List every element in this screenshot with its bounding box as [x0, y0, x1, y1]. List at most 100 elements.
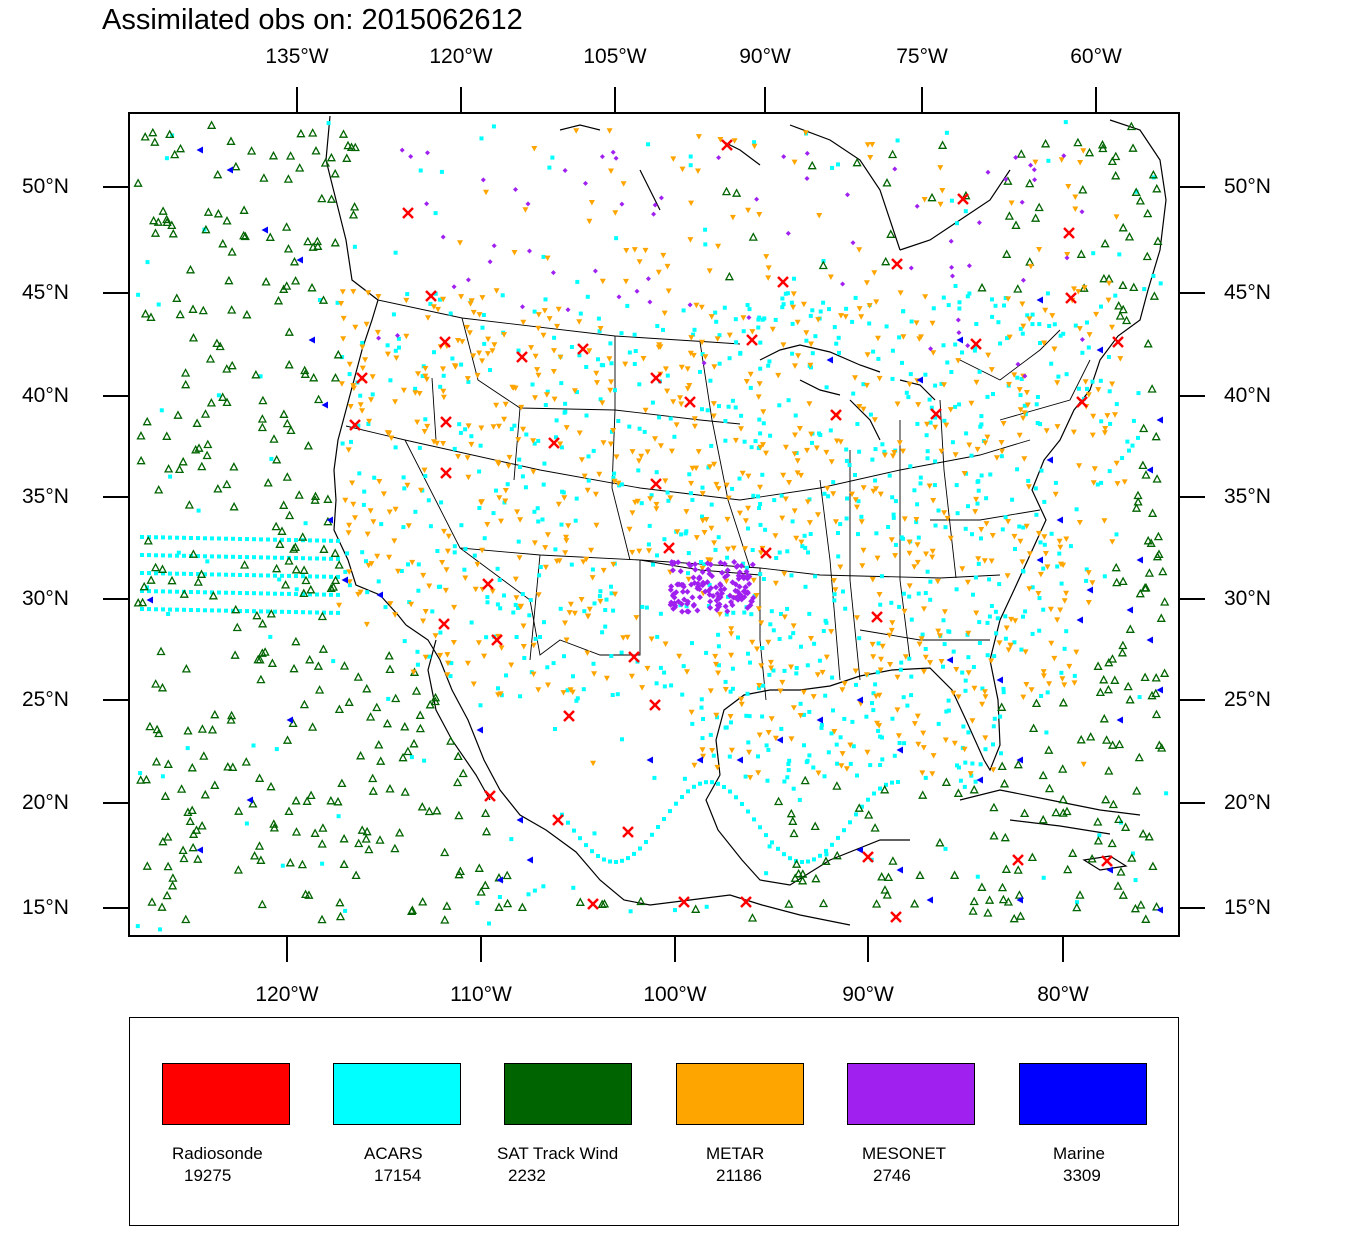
sat-track-wind-marker: [323, 494, 333, 503]
acars-marker: [761, 683, 766, 688]
metar-marker: [495, 633, 502, 640]
sat-track-wind-marker: [989, 802, 999, 812]
acars-marker: [875, 670, 880, 675]
acars-marker: [452, 550, 457, 555]
acars-marker: [813, 334, 818, 339]
metar-marker: [369, 374, 376, 380]
sat-track-wind-marker: [1148, 861, 1158, 871]
acars-marker: [722, 785, 726, 789]
metar-marker: [421, 467, 428, 474]
sat-track-wind-marker: [1102, 735, 1112, 744]
sat-track-wind-marker: [199, 751, 209, 760]
acars-marker: [669, 683, 674, 688]
metar-marker: [757, 484, 763, 491]
acars-marker: [627, 350, 632, 355]
sat-track-wind-marker: [227, 247, 237, 256]
acars-marker: [458, 430, 463, 435]
mesonet-marker: [692, 566, 699, 573]
metar-marker: [339, 289, 346, 295]
metar-marker: [1044, 564, 1051, 570]
sat-track-wind-marker: [248, 799, 258, 808]
metar-marker: [745, 473, 752, 480]
metar-marker: [839, 687, 846, 693]
metar-marker: [583, 556, 590, 563]
sat-track-wind-marker: [291, 795, 301, 805]
acars-marker: [655, 553, 659, 558]
mesonet-marker: [1032, 177, 1038, 183]
metar-marker: [852, 668, 859, 674]
metar-marker: [445, 660, 451, 667]
acars-marker: [901, 695, 906, 700]
acars-marker: [1041, 566, 1046, 571]
metar-marker: [858, 519, 865, 525]
acars-marker: [717, 333, 722, 338]
acars-marker: [514, 635, 519, 639]
acars-marker: [739, 413, 744, 418]
mesonet-marker: [701, 360, 707, 366]
radiosonde-marker: [760, 547, 772, 559]
acars-marker: [1151, 274, 1156, 278]
metar-marker: [1048, 640, 1055, 647]
acars-marker: [924, 433, 929, 438]
sat-track-wind-marker: [160, 791, 170, 800]
sat-track-wind-marker: [344, 697, 354, 706]
mesonet-marker: [840, 281, 846, 287]
acars-marker: [136, 292, 141, 297]
metar-marker: [578, 457, 585, 463]
sat-track-wind-marker: [279, 500, 289, 509]
acars-marker: [650, 400, 655, 405]
sat-track-wind-marker: [1147, 690, 1157, 700]
acars-marker: [836, 531, 840, 535]
acars-marker: [832, 325, 837, 330]
acars-marker: [975, 874, 980, 879]
metar-marker: [875, 335, 881, 342]
acars-marker: [1021, 569, 1026, 574]
metar-marker: [929, 320, 936, 327]
metar-marker: [1026, 586, 1033, 592]
acars-marker: [967, 291, 972, 296]
metar-marker: [520, 623, 527, 629]
acars-marker: [1164, 791, 1169, 796]
metar-marker: [902, 654, 909, 660]
mesonet-marker: [679, 608, 686, 615]
acars-marker: [978, 424, 983, 429]
sat-track-wind-marker: [258, 395, 268, 405]
marine-marker: [376, 591, 383, 599]
legend-label-mesonet: MESONET: [862, 1144, 947, 1163]
metar-marker: [1085, 392, 1092, 398]
sat-track-wind-marker: [409, 738, 419, 748]
acars-marker: [700, 407, 704, 412]
sat-track-wind-marker: [481, 826, 492, 836]
marine-marker: [526, 856, 533, 864]
acars-marker: [1052, 322, 1057, 327]
marine-marker: [1156, 686, 1163, 694]
left-lat-label-35n: 35°N: [22, 485, 69, 508]
metar-marker: [644, 665, 651, 672]
sat-track-wind-marker: [197, 724, 207, 733]
metar-marker: [876, 592, 883, 598]
acars-marker: [252, 555, 256, 560]
metar-marker: [1005, 519, 1012, 525]
acars-marker: [998, 341, 1003, 346]
sat-track-wind-marker: [317, 193, 327, 203]
acars-marker: [426, 498, 431, 503]
metar-marker: [775, 372, 782, 379]
metar-marker: [647, 496, 654, 502]
acars-marker: [925, 456, 930, 461]
acars-marker: [520, 474, 525, 479]
sat-track-wind-marker: [1027, 852, 1037, 862]
acars-marker: [1107, 469, 1112, 474]
acars-marker: [590, 849, 594, 854]
sat-track-wind-marker: [502, 870, 512, 880]
metar-marker: [864, 352, 871, 358]
sat-track-wind-marker: [326, 795, 336, 805]
marine-marker: [856, 846, 863, 854]
metar-marker: [935, 628, 942, 635]
metar-marker: [592, 491, 599, 498]
metar-marker: [1005, 296, 1012, 302]
acars-marker: [140, 607, 144, 611]
acars-marker: [1074, 507, 1079, 512]
metar-marker: [772, 533, 779, 539]
metar-marker: [660, 252, 667, 259]
acars-marker: [642, 429, 647, 434]
